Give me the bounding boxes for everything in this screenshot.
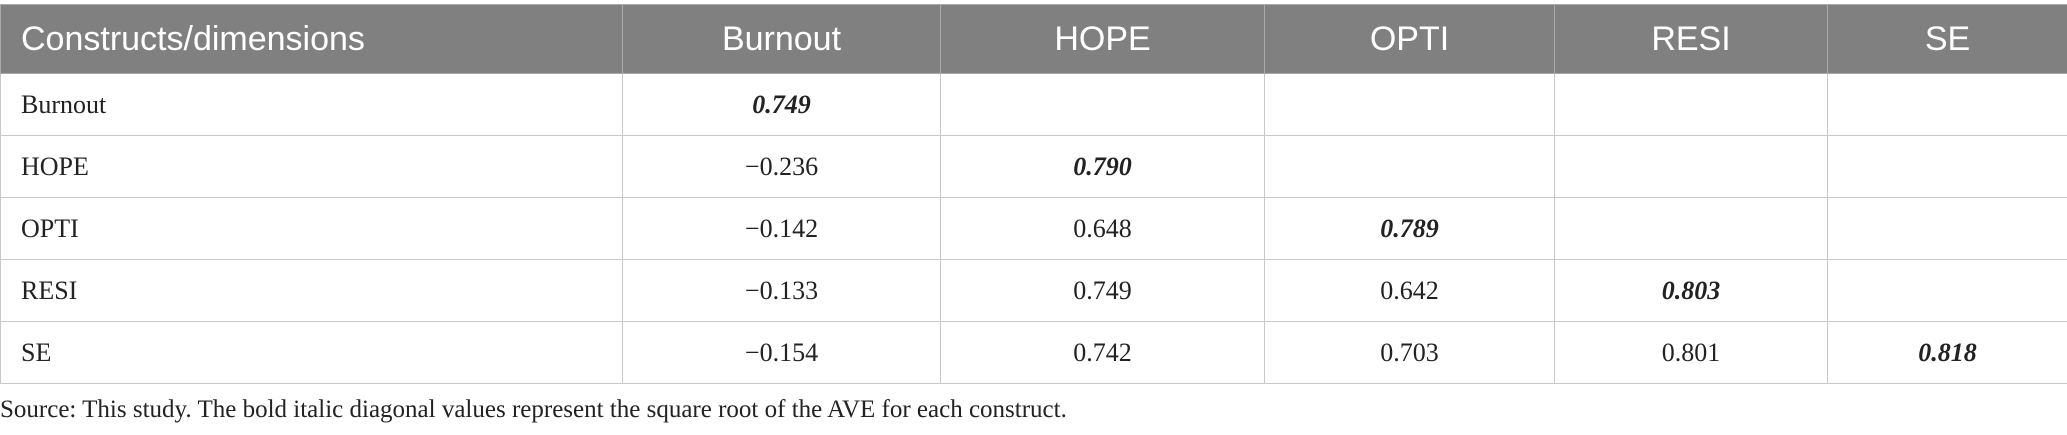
- table-cell: [1554, 197, 1828, 260]
- table-cell: [1827, 73, 2067, 136]
- table-cell: 0.790: [940, 135, 1265, 198]
- table-cell: 0.749: [940, 259, 1265, 322]
- correlation-table: Constructs/dimensions Burnout HOPE OPTI RESI…: [0, 4, 2067, 384]
- column-header: OPTI: [1264, 4, 1555, 74]
- table-body: Burnout 0.749 HOPE −0.236 0.790 OPTI −0.142 0.6…: [0, 73, 2067, 384]
- table-row: Burnout 0.749: [0, 73, 2067, 136]
- table-row: HOPE −0.236 0.790: [0, 135, 2067, 198]
- table-cell: [1827, 197, 2067, 260]
- table-note: Source: This study. The bold italic diag…: [0, 396, 1067, 423]
- table-cell: 0.742: [940, 321, 1265, 384]
- table-cell: 0.749: [622, 73, 941, 136]
- column-header: Constructs/dimensions: [0, 4, 623, 74]
- column-header: Burnout: [622, 4, 941, 74]
- header-row: Constructs/dimensions Burnout HOPE OPTI RESI…: [0, 4, 2067, 74]
- table-cell: [1264, 73, 1555, 136]
- table-cell: −0.236: [622, 135, 941, 198]
- table-cell: 0.789: [1264, 197, 1555, 260]
- row-label: SE: [0, 321, 623, 384]
- row-label: OPTI: [0, 197, 623, 260]
- table-row: SE −0.154 0.742 0.703 0.801 0.818: [0, 321, 2067, 384]
- table-cell: [1554, 135, 1828, 198]
- table-cell: [940, 73, 1265, 136]
- column-header: SE: [1827, 4, 2067, 74]
- row-label: Burnout: [0, 73, 623, 136]
- table-cell: −0.133: [622, 259, 941, 322]
- table-cell: 0.703: [1264, 321, 1555, 384]
- table-cell: 0.818: [1827, 321, 2067, 384]
- table-cell: [1264, 135, 1555, 198]
- table-cell: [1827, 135, 2067, 198]
- table-cell: 0.648: [940, 197, 1265, 260]
- table-cell: [1554, 73, 1828, 136]
- column-header: RESI: [1554, 4, 1828, 74]
- table-cell: 0.803: [1554, 259, 1828, 322]
- table-cell: 0.642: [1264, 259, 1555, 322]
- table-cell: −0.142: [622, 197, 941, 260]
- table-cell: −0.154: [622, 321, 941, 384]
- row-label: HOPE: [0, 135, 623, 198]
- table-cell: [1827, 259, 2067, 322]
- table-row: OPTI −0.142 0.648 0.789: [0, 197, 2067, 260]
- row-label: RESI: [0, 259, 623, 322]
- column-header: HOPE: [940, 4, 1265, 74]
- table-cell: 0.801: [1554, 321, 1828, 384]
- table-row: RESI −0.133 0.749 0.642 0.803: [0, 259, 2067, 322]
